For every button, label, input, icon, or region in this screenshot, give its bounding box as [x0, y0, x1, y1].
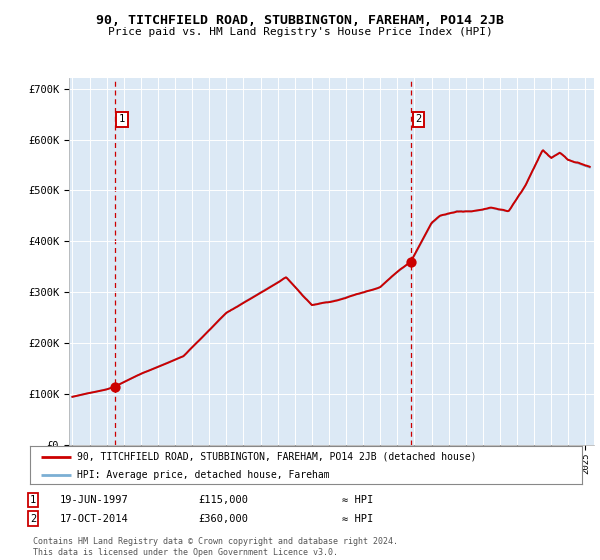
Text: HPI: Average price, detached house, Fareham: HPI: Average price, detached house, Fare…: [77, 470, 329, 480]
Text: 1: 1: [119, 114, 125, 124]
Text: ≈ HPI: ≈ HPI: [342, 495, 373, 505]
Text: 90, TITCHFIELD ROAD, STUBBINGTON, FAREHAM, PO14 2JB: 90, TITCHFIELD ROAD, STUBBINGTON, FAREHA…: [96, 14, 504, 27]
Text: 1: 1: [30, 495, 36, 505]
Text: 2: 2: [30, 514, 36, 524]
Text: 2: 2: [415, 114, 421, 124]
Text: Price paid vs. HM Land Registry's House Price Index (HPI): Price paid vs. HM Land Registry's House …: [107, 27, 493, 37]
Text: 17-OCT-2014: 17-OCT-2014: [60, 514, 129, 524]
Point: [110, 382, 119, 391]
Point: [406, 258, 416, 267]
Text: ≈ HPI: ≈ HPI: [342, 514, 373, 524]
Text: Contains HM Land Registry data © Crown copyright and database right 2024.: Contains HM Land Registry data © Crown c…: [33, 537, 398, 546]
Text: 90, TITCHFIELD ROAD, STUBBINGTON, FAREHAM, PO14 2JB (detached house): 90, TITCHFIELD ROAD, STUBBINGTON, FAREHA…: [77, 452, 476, 462]
Text: £115,000: £115,000: [198, 495, 248, 505]
Text: £360,000: £360,000: [198, 514, 248, 524]
Text: 19-JUN-1997: 19-JUN-1997: [60, 495, 129, 505]
Text: This data is licensed under the Open Government Licence v3.0.: This data is licensed under the Open Gov…: [33, 548, 338, 557]
